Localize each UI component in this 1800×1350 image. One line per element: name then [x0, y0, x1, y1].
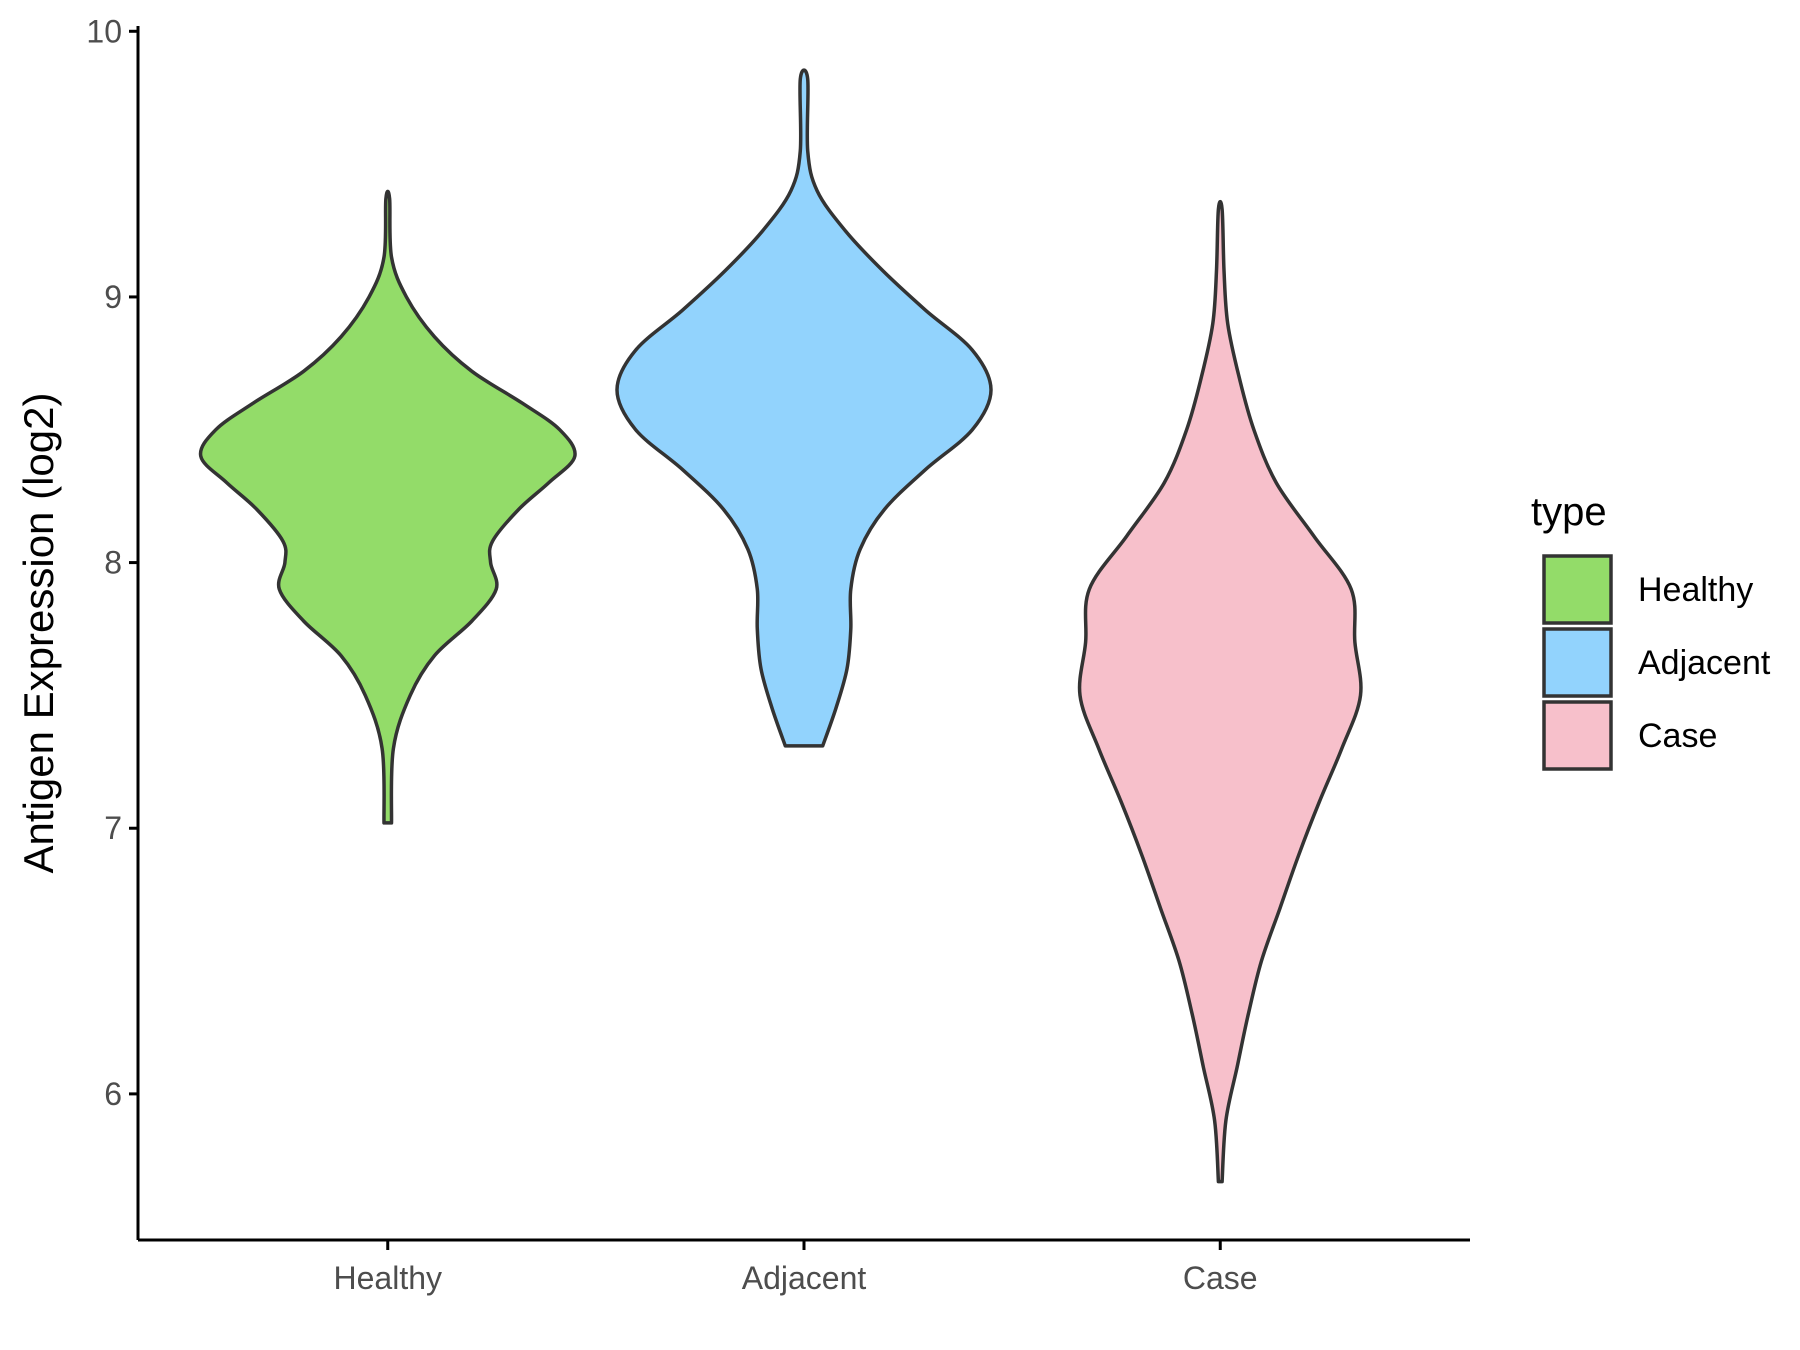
- legend-key-adjacent: [1542, 627, 1613, 698]
- violin-layer: [198, 68, 1363, 1184]
- x-tick-label: Adjacent: [742, 1260, 867, 1296]
- legend-key-healthy: [1542, 554, 1613, 625]
- x-axis-ticks: Healthy Adjacent Case: [334, 1240, 1258, 1296]
- legend-title: type: [1531, 490, 1607, 534]
- y-axis-title: Antigen Expression (log2): [15, 393, 62, 874]
- x-tick-label: Healthy: [334, 1260, 443, 1296]
- y-tick-label: 8: [104, 545, 122, 581]
- violin-adjacent: [615, 68, 993, 748]
- legend-label-healthy: Healthy: [1638, 571, 1753, 609]
- legend-key-case: [1542, 700, 1613, 771]
- legend: type Healthy Adjacent Case: [1531, 490, 1771, 771]
- legend-label-adjacent: Adjacent: [1638, 644, 1771, 682]
- y-tick-label: 9: [104, 279, 122, 315]
- violin-case: [1077, 199, 1363, 1184]
- x-tick-label: Case: [1183, 1260, 1258, 1296]
- violin-healthy: [198, 189, 577, 825]
- y-tick-label: 6: [104, 1076, 122, 1112]
- y-axis-ticks: 6 7 8 9 10: [86, 13, 138, 1112]
- y-tick-label: 10: [86, 13, 122, 49]
- legend-label-case: Case: [1638, 717, 1717, 755]
- y-tick-label: 7: [104, 810, 122, 846]
- legend-items: Healthy Adjacent Case: [1542, 554, 1771, 771]
